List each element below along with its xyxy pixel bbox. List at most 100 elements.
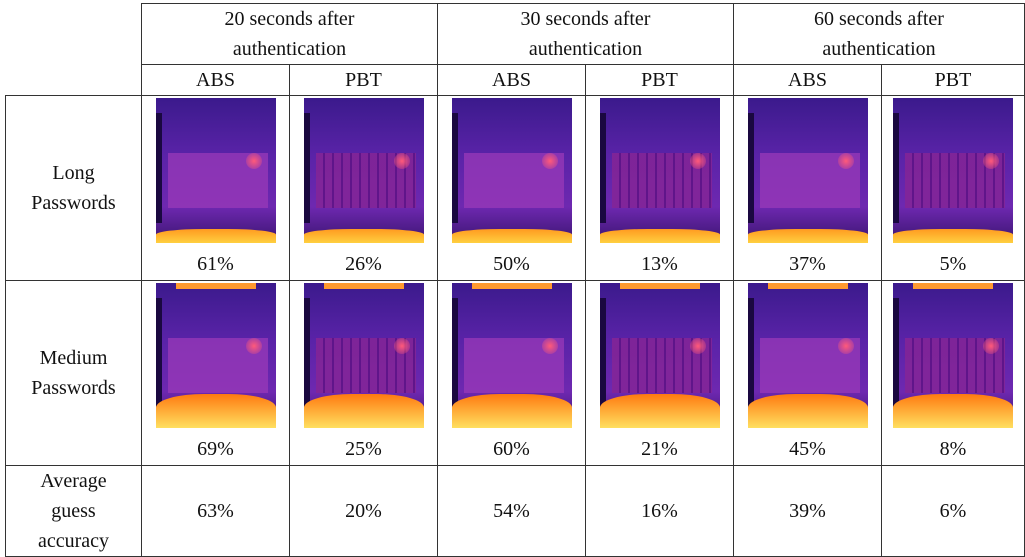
thermal-hot [983, 338, 999, 354]
thermal-top [767, 283, 848, 289]
thermal-hands [451, 229, 572, 243]
thermal-hot [393, 338, 410, 354]
guess-accuracy: 61% [197, 253, 234, 275]
table-row: Medium Passwords 69% 25% 60% 21% 45% 8% [5, 280, 1025, 466]
result-cell: 69% [141, 280, 290, 466]
method-header: ABS [733, 64, 882, 96]
thermal-hot [689, 153, 706, 169]
thermal-hands [747, 394, 868, 428]
average-accuracy: 6% [881, 465, 1025, 557]
guess-accuracy: 50% [493, 253, 530, 275]
result-cell: 60% [437, 280, 586, 466]
thermal-hot [689, 338, 706, 354]
result-cell: 13% [585, 95, 734, 281]
thermal-image [451, 283, 572, 428]
thermal-image [893, 283, 1013, 428]
guess-accuracy: 5% [939, 253, 967, 275]
guess-accuracy: 37% [789, 253, 826, 275]
thermal-side [893, 298, 899, 408]
method-header: PBT [289, 64, 438, 96]
average-accuracy: 63% [141, 465, 290, 557]
header-row: ABS PBT ABS PBT ABS PBT [6, 64, 1025, 96]
cell-content: 45% [734, 281, 881, 464]
average-accuracy: 20% [289, 465, 438, 557]
guess-accuracy: 8% [939, 438, 967, 460]
thermal-hands [747, 229, 868, 243]
result-cell: 61% [141, 95, 290, 281]
thermal-hot [541, 338, 558, 354]
average-accuracy: 16% [585, 465, 734, 557]
cell-content: 13% [586, 96, 733, 279]
thermal-image [303, 283, 424, 428]
row-label: Average guess accuracy [5, 465, 142, 557]
thermal-side [155, 298, 162, 408]
thermal-side [599, 113, 606, 223]
average-accuracy: 54% [437, 465, 586, 557]
thermal-side [155, 113, 162, 223]
thermal-image [599, 98, 720, 243]
method-header: PBT [881, 64, 1025, 96]
thermal-hot [541, 153, 558, 169]
thermal-hot [837, 153, 854, 169]
thermal-side [747, 113, 754, 223]
thermal-hot [245, 153, 262, 169]
thermal-hands [893, 394, 1013, 428]
result-cell: 26% [289, 95, 438, 281]
thermal-hands [451, 394, 572, 428]
result-cell: 45% [733, 280, 882, 466]
thermal-hot [983, 153, 999, 169]
table-row: Long Passwords 61% 26% 50% 13% 37% 5% [5, 95, 1025, 281]
result-cell: 25% [289, 280, 438, 466]
guess-accuracy: 25% [345, 438, 382, 460]
method-header: ABS [437, 64, 586, 96]
thermal-hands [155, 229, 276, 243]
thermal-top [323, 283, 404, 289]
guess-accuracy: 13% [641, 253, 678, 275]
thermal-top [175, 283, 256, 289]
thermal-image [303, 98, 424, 243]
cell-content: 60% [438, 281, 585, 464]
thermal-kb [905, 338, 1005, 393]
average-accuracy: 39% [733, 465, 882, 557]
cell-content: 61% [142, 96, 289, 279]
thermal-image [893, 98, 1013, 243]
method-header: ABS [141, 64, 290, 96]
thermal-side [303, 298, 310, 408]
guess-accuracy: 60% [493, 438, 530, 460]
thermal-image [451, 98, 572, 243]
result-cell: 5% [881, 95, 1025, 281]
cell-content: 21% [586, 281, 733, 464]
guess-accuracy: 69% [197, 438, 234, 460]
header-row: 20 seconds after authentication 30 second… [6, 3, 1025, 65]
thermal-side [747, 298, 754, 408]
thermal-top [619, 283, 700, 289]
results-table: 20 seconds after authentication 30 second… [5, 3, 1025, 557]
thermal-image [599, 283, 720, 428]
thermal-side [893, 113, 899, 223]
result-cell: 50% [437, 95, 586, 281]
thermal-image [747, 283, 868, 428]
thermal-hot [393, 153, 410, 169]
cell-content: 5% [882, 96, 1024, 279]
group-header: 30 seconds after authentication [437, 3, 734, 65]
thermal-hot [245, 338, 262, 354]
thermal-hands [893, 229, 1013, 243]
table-row: Average guess accuracy 63% 20% 54% 16% 39% 6% [5, 465, 1025, 557]
cell-content: 69% [142, 281, 289, 464]
thermal-top [913, 283, 993, 289]
guess-accuracy: 26% [345, 253, 382, 275]
row-label: Long Passwords [5, 95, 142, 281]
thermal-image [155, 283, 276, 428]
thermal-side [451, 298, 458, 408]
group-header: 20 seconds after authentication [141, 3, 438, 65]
result-cell: 37% [733, 95, 882, 281]
guess-accuracy: 21% [641, 438, 678, 460]
thermal-hands [303, 229, 424, 243]
thermal-top [471, 283, 552, 289]
corner-cell [6, 4, 142, 96]
cell-content: 50% [438, 96, 585, 279]
cell-content: 37% [734, 96, 881, 279]
guess-accuracy: 45% [789, 438, 826, 460]
thermal-hands [599, 229, 720, 243]
